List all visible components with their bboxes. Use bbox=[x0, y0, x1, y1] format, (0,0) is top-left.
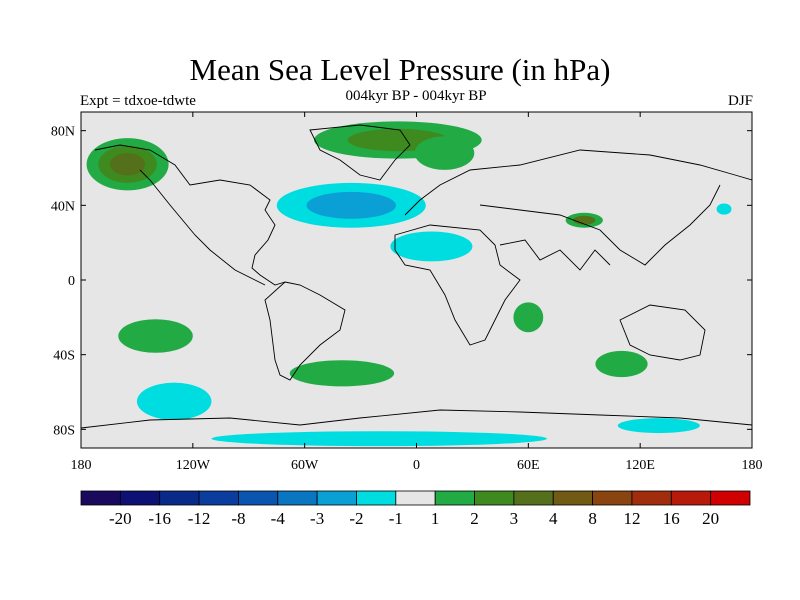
colorbar-label: -12 bbox=[188, 509, 211, 528]
coastline-africa bbox=[394, 224, 521, 346]
colorbar-swatch bbox=[356, 490, 397, 506]
colorbar-swatch bbox=[80, 490, 121, 506]
colorbar-swatch bbox=[159, 490, 200, 506]
coastline-eurasia bbox=[404, 149, 752, 266]
pressure-anomaly-layer bbox=[86, 121, 732, 447]
anomaly-antarctic-low bbox=[211, 431, 547, 447]
coastline-south-america bbox=[264, 281, 346, 381]
colorbar-label: 1 bbox=[431, 509, 440, 528]
colorbar-swatch bbox=[119, 490, 161, 506]
y-tick-label: 40S bbox=[53, 349, 75, 364]
x-tick-label: 180 bbox=[71, 458, 92, 473]
y-tick-label: 0 bbox=[68, 274, 75, 289]
colorbar-label: -20 bbox=[109, 509, 132, 528]
colorbar-label: 16 bbox=[663, 509, 680, 528]
y-tick-label: 80S bbox=[53, 423, 75, 438]
anomaly-level bbox=[716, 203, 732, 215]
x-tick-label: 0 bbox=[413, 458, 420, 473]
colorbar-swatch bbox=[434, 490, 475, 506]
coastline-north-america-west bbox=[139, 169, 266, 286]
anomaly-south-indian-high bbox=[595, 350, 648, 378]
colorbar-label: 20 bbox=[702, 509, 719, 528]
colorbar-label: 8 bbox=[588, 509, 597, 528]
anomaly-north-atlantic-low bbox=[276, 182, 426, 228]
y-tick-label: 80N bbox=[51, 125, 75, 140]
anomaly-scandinavia-high bbox=[414, 136, 475, 170]
colorbar-swatch bbox=[198, 490, 239, 506]
x-tick-label: 60W bbox=[291, 458, 319, 473]
colorbar-label: -16 bbox=[148, 509, 171, 528]
anomaly-tibet-high bbox=[565, 212, 603, 228]
x-tick-label: 120E bbox=[625, 458, 655, 473]
anomaly-level bbox=[617, 418, 700, 434]
colorbar-label: -4 bbox=[271, 509, 286, 528]
x-tick-label: 180 bbox=[742, 458, 763, 473]
colorbar-label: 2 bbox=[470, 509, 479, 528]
colorbar-swatch bbox=[710, 490, 751, 506]
coastlines bbox=[81, 124, 752, 429]
anomaly-level bbox=[118, 319, 193, 353]
colorbar-swatch bbox=[670, 490, 712, 506]
anomaly-level bbox=[513, 302, 544, 333]
anomaly-level bbox=[414, 136, 475, 170]
anomaly-africa-low bbox=[390, 231, 473, 262]
colorbar-swatch bbox=[592, 490, 633, 506]
x-tick-label: 120W bbox=[176, 458, 211, 473]
anomaly-level bbox=[595, 350, 648, 378]
anomaly-level bbox=[306, 191, 396, 219]
colorbar-swatch bbox=[631, 490, 672, 506]
longitude-axis: 180 120W 60W 0 60E 120E 180 bbox=[71, 112, 763, 473]
colorbar: -20 -16 -12 -8 -4 -3 -2 -1 1 2 3 4 8 12 16 20 bbox=[80, 490, 751, 528]
anomaly-south-pacific-high bbox=[118, 319, 193, 353]
anomaly-mozambique-high bbox=[513, 302, 544, 333]
coastline-australia bbox=[619, 304, 706, 361]
colorbar-label: 3 bbox=[510, 509, 519, 528]
colorbar-swatch bbox=[513, 490, 554, 506]
x-tick-label: 60E bbox=[517, 458, 540, 473]
colorbar-swatch bbox=[316, 490, 357, 506]
colorbar-label: 12 bbox=[623, 509, 640, 528]
anomaly-southern-ocean-low-1 bbox=[136, 382, 212, 421]
season-label: DJF bbox=[727, 93, 753, 109]
anomaly-level bbox=[573, 215, 596, 225]
colorbar-swatch bbox=[395, 490, 436, 506]
colorbar-label: -8 bbox=[231, 509, 245, 528]
experiment-label: Expt = tdxoe-tdwte bbox=[80, 93, 196, 109]
y-tick-label: 40N bbox=[51, 199, 75, 214]
colorbar-label: -3 bbox=[310, 509, 324, 528]
coastline-greenland bbox=[309, 124, 411, 181]
coastline-south-asia bbox=[499, 239, 611, 271]
colorbar-swatch bbox=[552, 490, 593, 506]
colorbar-label: 4 bbox=[549, 509, 558, 528]
anomaly-southern-ocean-low-2 bbox=[617, 418, 700, 434]
colorbar-swatch bbox=[277, 490, 318, 506]
anomaly-north-pacific-high bbox=[86, 138, 169, 191]
colorbar-swatch bbox=[238, 490, 279, 506]
anomaly-level bbox=[136, 382, 212, 421]
anomaly-level bbox=[110, 153, 146, 176]
anomaly-south-atlantic-high bbox=[289, 360, 395, 387]
period-label: 004kyr BP - 004kyr BP bbox=[345, 88, 487, 104]
anomaly-level bbox=[390, 231, 473, 262]
anomaly-west-pacific-low bbox=[716, 203, 732, 215]
colorbar-label: -2 bbox=[349, 509, 363, 528]
coastline-antarctica bbox=[81, 409, 752, 429]
latitude-axis: 80N 40N 0 40S 80S bbox=[51, 125, 752, 438]
colorbar-label: -1 bbox=[389, 509, 403, 528]
map-title: Mean Sea Level Pressure (in hPa) bbox=[189, 52, 611, 87]
anomaly-level bbox=[211, 431, 547, 447]
coastline-north-america bbox=[94, 144, 286, 286]
colorbar-swatch bbox=[474, 490, 515, 506]
anomaly-level bbox=[289, 360, 395, 387]
